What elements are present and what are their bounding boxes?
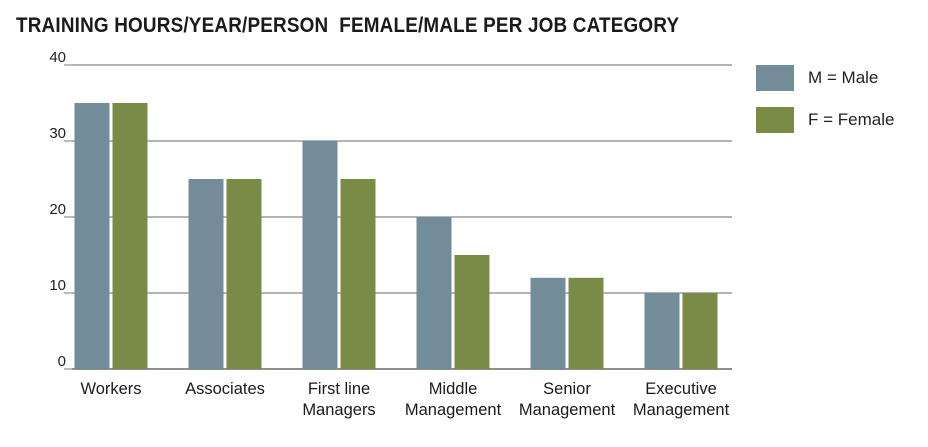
legend-swatch-male (756, 65, 794, 91)
legend: M = Male F = Female (756, 64, 894, 148)
x-tick-label: Workers (80, 380, 141, 398)
bar-female (226, 179, 262, 369)
bar-female (454, 255, 490, 369)
x-tick-label: Senior Management (519, 380, 616, 419)
x-tick-label: Executive Management (633, 380, 730, 419)
y-tick-label: 20 (49, 201, 66, 218)
bar-male (416, 217, 452, 369)
x-tick-label: First line Managers (302, 380, 375, 419)
bar-male (530, 277, 566, 369)
chart-title: TRAINING HOURS/YEAR/PERSON FEMALE/MALE P… (16, 14, 680, 37)
y-tick-label: 30 (49, 125, 66, 142)
bar-female (568, 277, 604, 369)
bar-female (682, 293, 718, 369)
legend-label-female: F = Female (808, 110, 895, 129)
legend-swatch-female (756, 107, 794, 133)
legend-item-male: M = Male (756, 64, 894, 92)
bar-female (340, 179, 376, 369)
legend-label-male: M = Male (808, 68, 879, 87)
x-tick-label: Associates (185, 380, 265, 398)
bar-male (302, 141, 338, 369)
legend-item-female: F = Female (756, 106, 894, 134)
x-tick-label: Middle Management (405, 380, 502, 419)
y-tick-label: 40 (49, 49, 66, 66)
y-tick-label: 0 (58, 353, 66, 370)
y-tick-label: 10 (49, 277, 66, 294)
bar-male (644, 293, 680, 369)
bar-female (112, 103, 148, 369)
bar-male (188, 179, 224, 369)
bar-male (74, 103, 110, 369)
